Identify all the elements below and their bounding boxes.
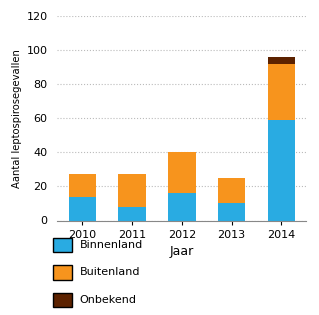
Text: Onbekend: Onbekend bbox=[80, 295, 137, 305]
FancyBboxPatch shape bbox=[53, 238, 72, 252]
FancyBboxPatch shape bbox=[53, 265, 72, 280]
Bar bbox=[218, 178, 245, 203]
Bar bbox=[168, 152, 196, 193]
FancyBboxPatch shape bbox=[53, 293, 72, 307]
Bar bbox=[69, 175, 96, 197]
X-axis label: Jaar: Jaar bbox=[170, 245, 194, 258]
Bar bbox=[268, 64, 295, 120]
Bar bbox=[268, 57, 295, 64]
Bar bbox=[69, 197, 96, 220]
Text: Buitenland: Buitenland bbox=[80, 267, 140, 278]
Y-axis label: Aantal leptospirosegevallen: Aantal leptospirosegevallen bbox=[12, 49, 22, 187]
Bar bbox=[118, 207, 146, 220]
Bar bbox=[218, 203, 245, 220]
Text: Binnenland: Binnenland bbox=[80, 240, 143, 250]
Bar bbox=[168, 193, 196, 220]
Bar bbox=[118, 175, 146, 207]
Bar bbox=[268, 120, 295, 220]
